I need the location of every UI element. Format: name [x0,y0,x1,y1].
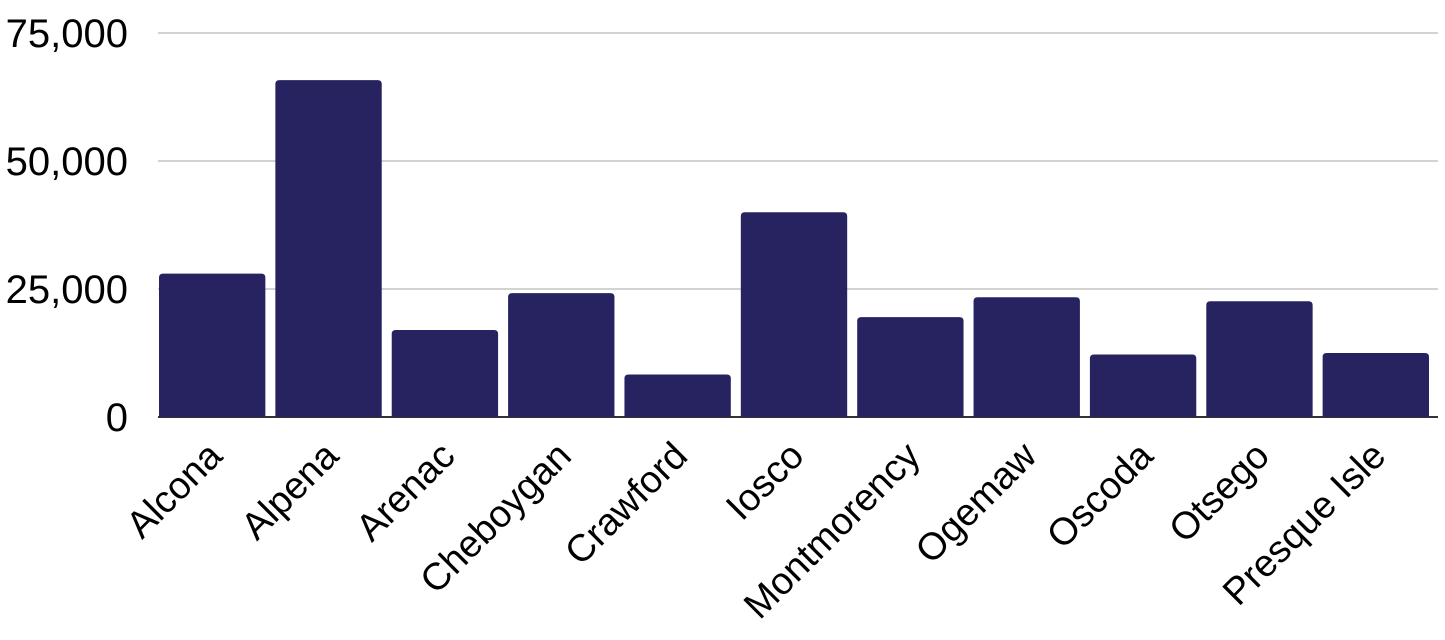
bar-crawford [624,374,731,417]
bars [159,80,1429,417]
x-tick-label: Crawford [557,435,696,574]
x-tick-label: Iosco [718,435,812,529]
bar-alpena [275,80,382,417]
bar-cheboygan [508,293,615,417]
bar-montmorency [857,317,964,417]
x-tick-label: Arenac [348,435,463,550]
bar-otsego [1206,301,1313,417]
bar-alcona [159,273,266,417]
y-tick-label: 0 [106,396,128,440]
y-axis-ticks: 0 25,000 50,000 75,000 [6,12,128,440]
x-tick-label: Alcona [119,434,231,546]
bar-oscoda [1089,354,1197,417]
bar-presque-isle [1322,353,1429,417]
y-tick-label: 25,000 [6,268,128,312]
y-tick-label: 50,000 [6,140,128,184]
x-tick-label: Oscoda [1039,434,1162,557]
y-tick-label: 75,000 [6,12,128,56]
bar-iosco [740,212,848,417]
bar-ogemaw [973,297,1080,417]
bar-arenac [391,329,499,417]
x-tick-label: Alpena [234,434,348,548]
x-tick-label: Otsego [1161,435,1277,551]
x-tick-label: Ogemaw [908,434,1046,572]
